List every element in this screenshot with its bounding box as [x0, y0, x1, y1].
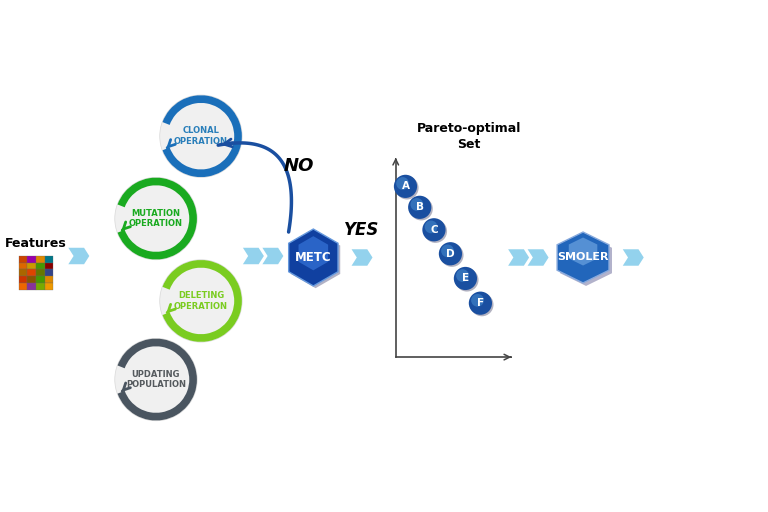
- Bar: [28, 269, 36, 276]
- Circle shape: [396, 176, 419, 200]
- Bar: [19, 276, 28, 283]
- Bar: [28, 256, 36, 263]
- Polygon shape: [623, 249, 644, 266]
- Bar: [28, 263, 36, 269]
- Circle shape: [424, 220, 447, 243]
- Text: C: C: [430, 225, 438, 235]
- Polygon shape: [560, 235, 612, 286]
- Polygon shape: [569, 238, 598, 266]
- Bar: [19, 269, 28, 276]
- Text: B: B: [415, 202, 424, 212]
- Bar: [28, 283, 36, 290]
- Circle shape: [410, 198, 423, 211]
- Bar: [36, 269, 45, 276]
- Circle shape: [114, 177, 197, 260]
- Circle shape: [396, 177, 409, 190]
- Text: NO: NO: [283, 157, 313, 175]
- Circle shape: [394, 175, 417, 198]
- Text: DELETING
OPERATION: DELETING OPERATION: [174, 291, 228, 311]
- Polygon shape: [299, 236, 328, 270]
- Text: MUTATION
OPERATION: MUTATION OPERATION: [129, 209, 183, 228]
- Text: Features: Features: [5, 237, 67, 250]
- Bar: [45, 263, 53, 269]
- Polygon shape: [68, 248, 89, 264]
- Bar: [45, 276, 53, 283]
- Circle shape: [440, 244, 464, 267]
- Bar: [45, 283, 53, 290]
- Bar: [45, 256, 53, 263]
- Circle shape: [454, 267, 477, 290]
- Text: F: F: [477, 298, 484, 308]
- Bar: [36, 276, 45, 283]
- Bar: [45, 269, 53, 276]
- Polygon shape: [528, 249, 548, 266]
- Text: CLONAL
OPERATION: CLONAL OPERATION: [174, 126, 228, 146]
- Text: YES: YES: [344, 221, 379, 239]
- Circle shape: [114, 338, 197, 421]
- Polygon shape: [557, 232, 609, 283]
- Polygon shape: [291, 231, 340, 288]
- Text: E: E: [462, 273, 469, 284]
- Polygon shape: [263, 248, 283, 264]
- Text: SMOLER: SMOLER: [558, 252, 609, 263]
- Circle shape: [456, 269, 469, 282]
- Text: METC: METC: [295, 251, 332, 264]
- Circle shape: [468, 291, 492, 315]
- Polygon shape: [289, 229, 338, 286]
- Circle shape: [455, 268, 478, 291]
- Polygon shape: [352, 249, 372, 266]
- Bar: [36, 283, 45, 290]
- Circle shape: [409, 197, 433, 221]
- Circle shape: [408, 196, 432, 219]
- Circle shape: [422, 218, 445, 241]
- Bar: [36, 263, 45, 269]
- Circle shape: [425, 221, 438, 233]
- Bar: [19, 263, 28, 269]
- Bar: [36, 256, 45, 263]
- Polygon shape: [508, 249, 529, 266]
- Circle shape: [439, 242, 462, 265]
- Text: A: A: [402, 181, 409, 191]
- Polygon shape: [243, 248, 264, 264]
- Bar: [19, 283, 28, 290]
- Text: Pareto-optimal
Set: Pareto-optimal Set: [416, 122, 521, 151]
- Circle shape: [471, 294, 484, 307]
- Circle shape: [441, 244, 454, 257]
- Text: D: D: [446, 249, 455, 259]
- Circle shape: [160, 260, 242, 342]
- Text: UPDATING
POPULATION: UPDATING POPULATION: [126, 370, 186, 389]
- Bar: [19, 256, 28, 263]
- Bar: [28, 276, 36, 283]
- Circle shape: [160, 95, 242, 177]
- Circle shape: [470, 293, 494, 316]
